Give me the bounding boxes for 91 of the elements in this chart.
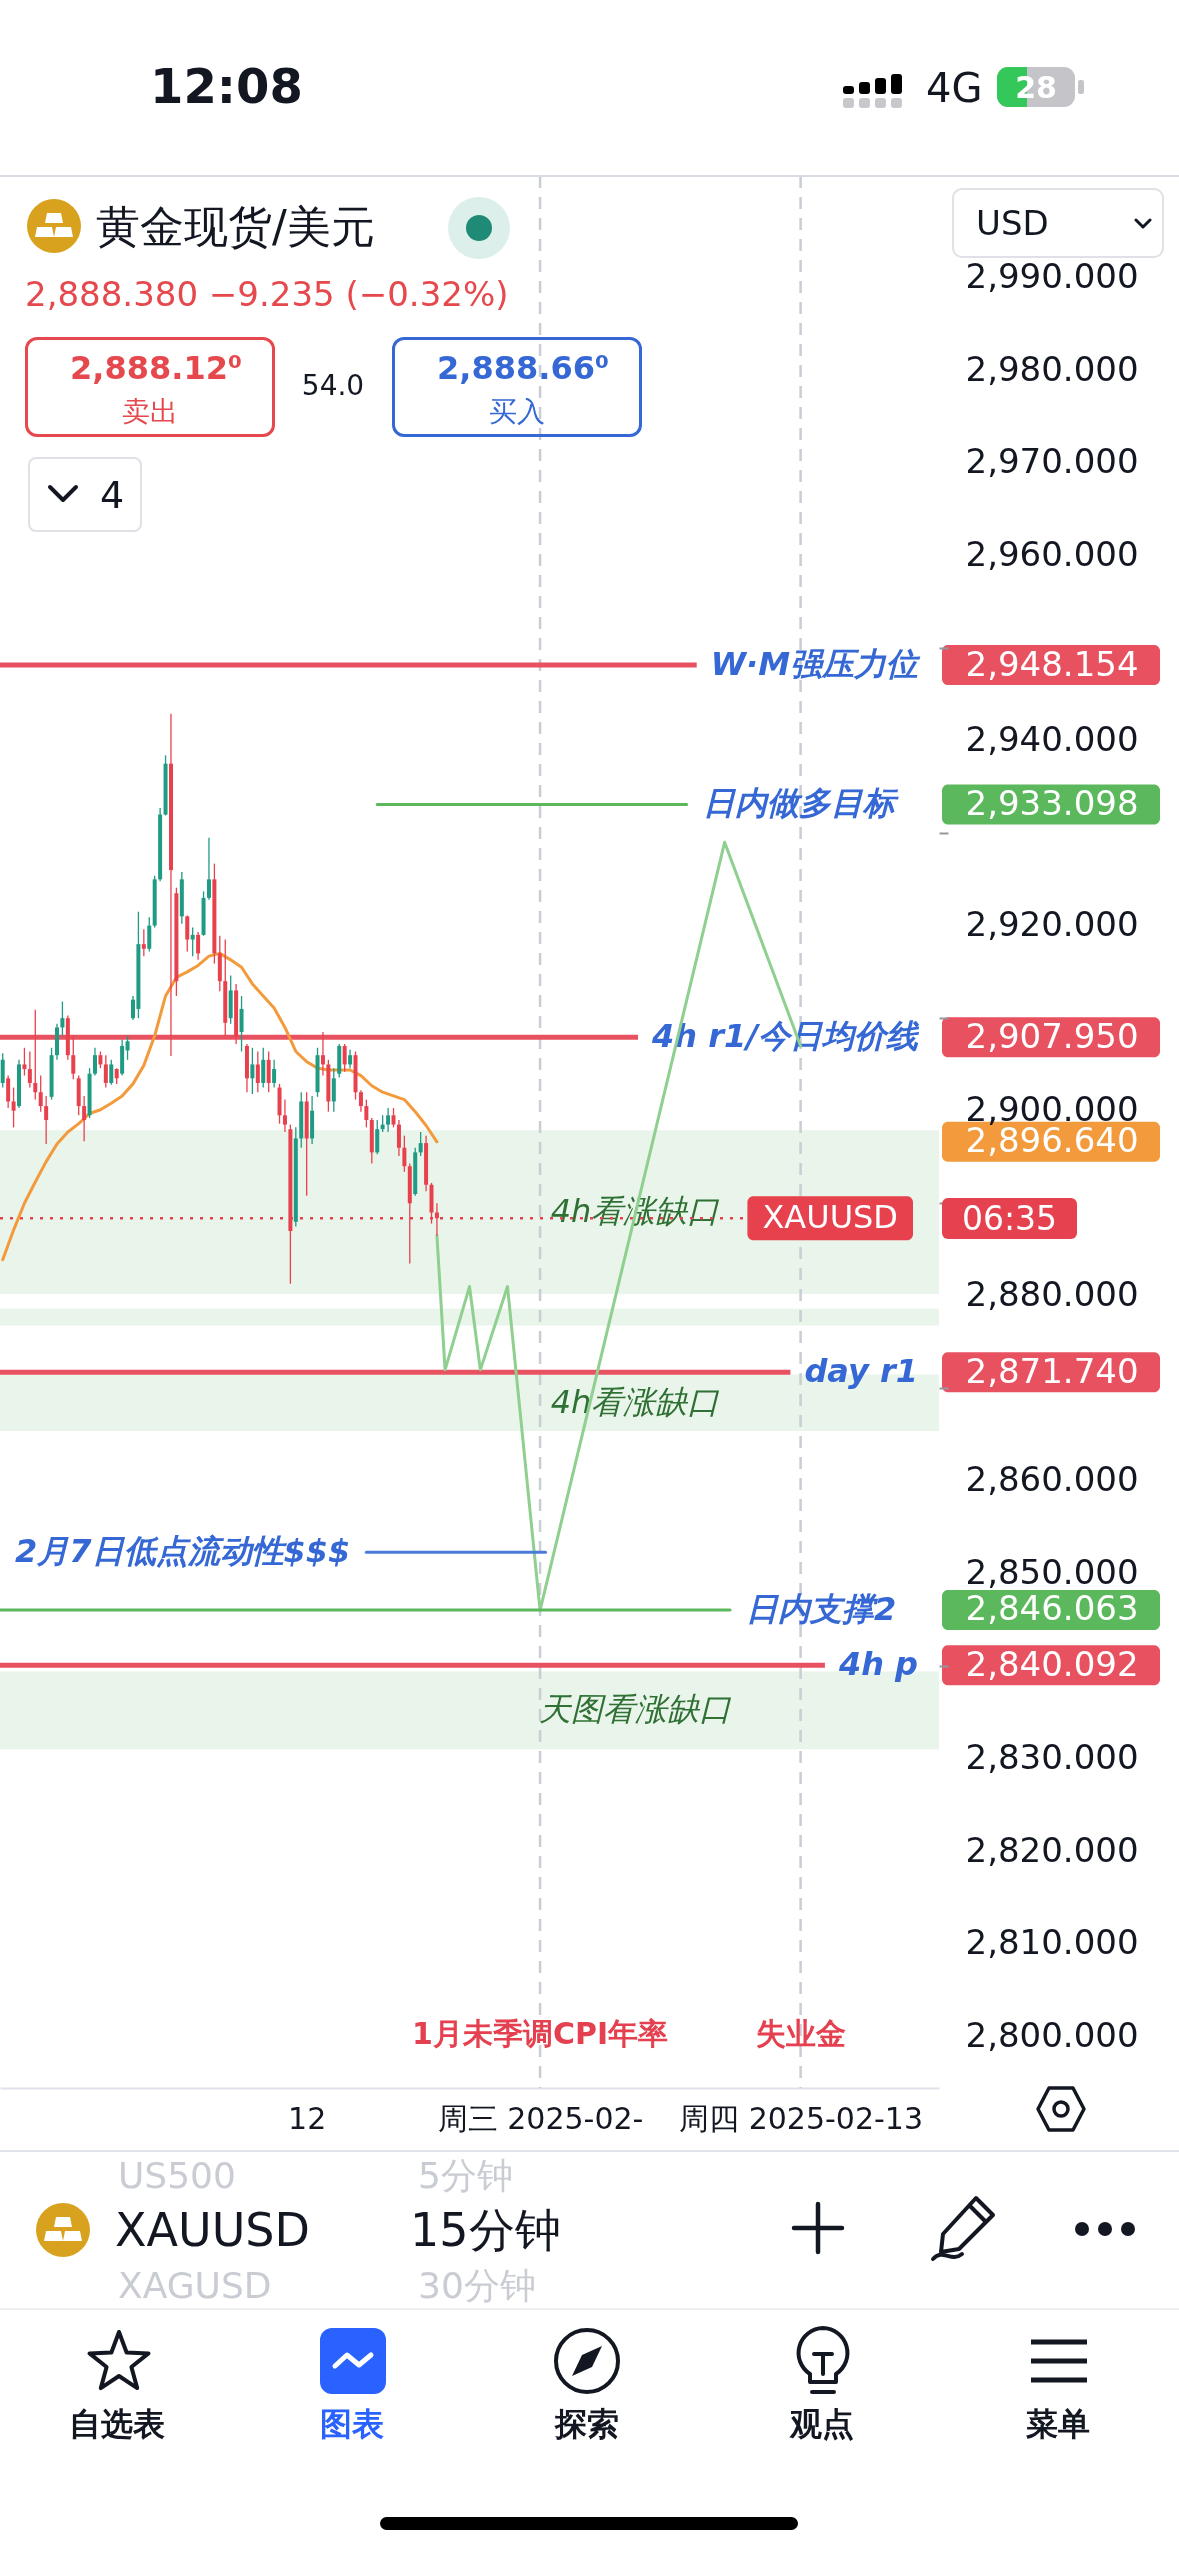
series-label: 日内支撑2 [746, 1589, 897, 1628]
text: USD [976, 203, 1049, 243]
text: 菜单 [1025, 2405, 1091, 2443]
ref-line-label: 失业金 [755, 2016, 846, 2051]
candlestick [331, 1067, 336, 1113]
y-tick-label: 2,830.000 [965, 1737, 1139, 1778]
candlestick [375, 1119, 380, 1155]
candlestick [60, 1000, 65, 1037]
text: 自选表 [68, 2405, 166, 2443]
y-tick-label: 2,933.098 [965, 782, 1139, 823]
candlestick [272, 1059, 277, 1089]
candlestick [391, 1107, 396, 1129]
candlestick [6, 1074, 11, 1109]
line-series [1, 951, 439, 1262]
candlestick [320, 1031, 325, 1077]
y-tick-label: 2,840.092 [965, 1643, 1139, 1684]
ref-line-label: 4h p [837, 1645, 918, 1684]
y-tick-label: 2,960.000 [965, 533, 1139, 574]
y-tick-label: 2,880.000 [965, 1274, 1139, 1315]
candlestick [402, 1135, 407, 1173]
candlestick [92, 1047, 97, 1077]
candlestick [22, 1047, 27, 1077]
y-tick-label: 2,810.000 [965, 1922, 1139, 1963]
text: 黄金现货/美元 [96, 201, 375, 252]
candlestick [0, 1052, 5, 1089]
candlestick [255, 1050, 260, 1093]
x-tick-label: 周四 2025-02-13 [679, 2100, 924, 2136]
candlestick [82, 1095, 87, 1142]
x-tick-label: 12 [288, 2100, 327, 2136]
band-label: 天图看涨缺口 [539, 1690, 732, 1729]
band-label: 4h看涨缺口 [550, 1382, 721, 1421]
candlestick [239, 995, 244, 1053]
series-label: 2月7日低点流动性$$$ [15, 1532, 351, 1571]
annotation: 54.0 [300, 369, 366, 402]
candlestick [418, 1131, 423, 1157]
y-tick-label: 2,948.154 [965, 643, 1139, 684]
candlestick [147, 916, 152, 953]
candlestick [250, 1047, 255, 1095]
candlestick [342, 1043, 347, 1073]
candlestick [206, 837, 211, 901]
candlestick [266, 1050, 271, 1093]
text: 探索 [553, 2405, 620, 2443]
candlestick [185, 914, 190, 953]
candlestick [282, 1098, 287, 1133]
candlestick [71, 1035, 76, 1080]
y-tick-label: 2,800.000 [965, 2014, 1139, 2055]
candlestick [33, 1009, 38, 1101]
candlestick [27, 1050, 32, 1089]
candlestick [11, 1086, 16, 1129]
text: 4G [926, 65, 983, 111]
y-tick-label: 2,990.000 [965, 256, 1139, 297]
ref-line-label: W·M强压力位 [710, 645, 921, 684]
candlestick [141, 928, 146, 957]
candlestick [109, 1059, 114, 1086]
text: 观点 [788, 2405, 855, 2443]
annotation: 2,888.12⁰ [70, 349, 242, 387]
y-tick-label: 2,940.000 [965, 719, 1139, 760]
y-tick-label: 2,860.000 [965, 1459, 1139, 1500]
y-tick-label: 2,907.950 [965, 1015, 1139, 1056]
text: 12:08 [150, 58, 303, 114]
candlestick [38, 1074, 43, 1113]
series-label: 日内做多目标 [702, 784, 899, 823]
x-tick-label: 周三 2025-02- [437, 2100, 644, 2136]
y-tick-label: 2,820.000 [965, 1829, 1139, 1870]
ref-line-label: XAUUSD [762, 1198, 898, 1237]
y-tick-label: 2,920.000 [965, 904, 1139, 945]
text: 图表 [319, 2405, 385, 2443]
text: 2,888.380 −9.235 (−0.32%) [25, 274, 509, 314]
candlestick [196, 931, 201, 961]
candlestick [44, 1095, 49, 1145]
candlestick [364, 1098, 369, 1129]
candlestick [190, 926, 195, 957]
annotation: 卖出 [121, 395, 179, 428]
ref-line-label: day r1 [804, 1352, 918, 1391]
candlestick [348, 1048, 353, 1069]
y-tick-label: 2,980.000 [965, 348, 1139, 389]
annotation: 2,888.66⁰ [437, 349, 609, 387]
candlestick [261, 1047, 266, 1089]
text: XAUUSD [115, 2203, 310, 2257]
annotation: 买入 [488, 395, 546, 428]
candlestick [103, 1054, 108, 1089]
candlestick [358, 1089, 363, 1113]
ref-line-label: 1月未季调CPI年率 [412, 2016, 669, 2051]
text: 06:35 [942, 1198, 1078, 1239]
y-tick-label: 2,970.000 [965, 441, 1139, 482]
candlestick [396, 1119, 401, 1157]
annotation: 4 [100, 473, 125, 517]
candlestick [125, 1035, 130, 1061]
candlestick [386, 1107, 391, 1133]
text: 15分钟 [410, 2203, 561, 2257]
y-tick-label: 2,871.740 [965, 1350, 1139, 1391]
